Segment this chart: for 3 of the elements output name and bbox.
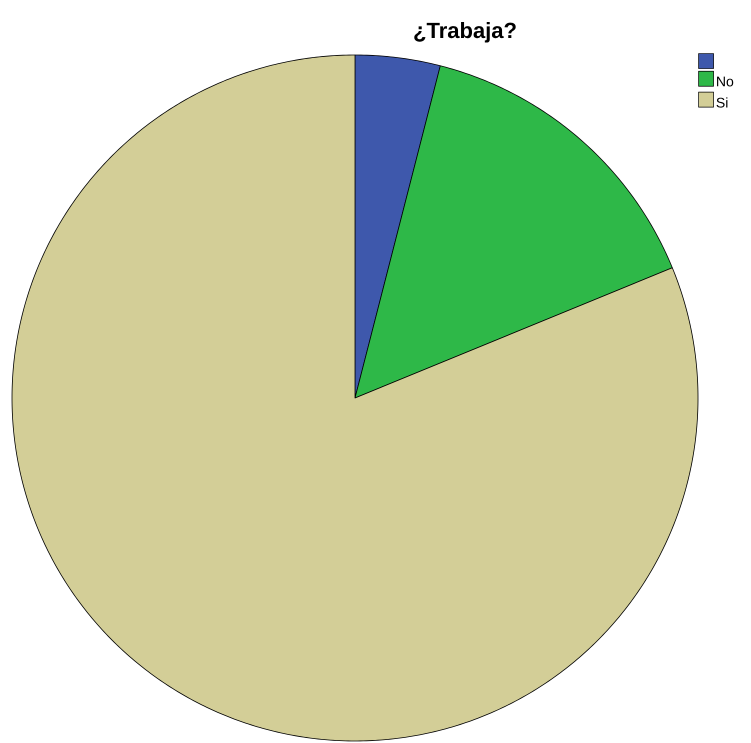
legend-label: Si (716, 97, 728, 108)
chart-title: ¿Trabaja? (414, 22, 516, 43)
legend-label: No (717, 76, 734, 86)
